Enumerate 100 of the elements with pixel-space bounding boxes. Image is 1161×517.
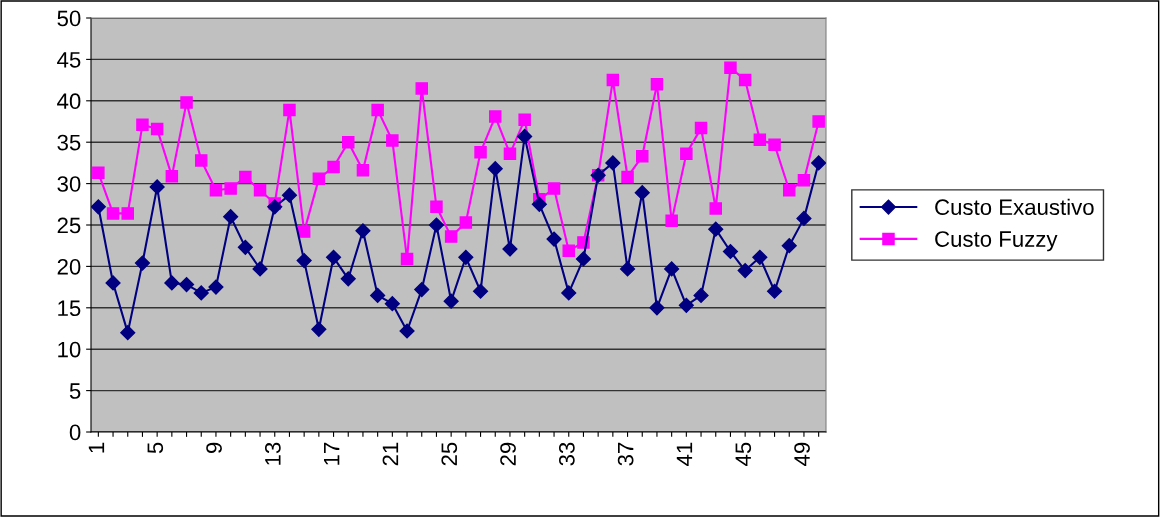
point [136, 118, 149, 132]
point [149, 179, 165, 195]
point [267, 199, 283, 215]
point [546, 231, 562, 247]
point [281, 187, 298, 203]
point [635, 150, 649, 163]
x-tick-label: 9 [206, 442, 222, 454]
x-tick-label: 45 [735, 442, 752, 466]
y-tick-label: 40 [57, 93, 81, 110]
point [92, 166, 105, 180]
point [311, 321, 327, 337]
point [209, 183, 223, 197]
point [150, 122, 164, 136]
y-tick-label: 10 [58, 341, 81, 358]
point [458, 249, 474, 265]
point [312, 172, 326, 185]
point [737, 262, 753, 279]
point [428, 217, 445, 233]
point [325, 249, 342, 265]
x-tick-label: 25 [441, 442, 458, 466]
point [782, 183, 796, 197]
legend-label: Custo Exaustivo [935, 198, 1094, 216]
point [678, 297, 694, 313]
point [781, 238, 797, 254]
point [487, 161, 503, 177]
point [605, 155, 621, 171]
point [283, 103, 296, 117]
point [355, 223, 371, 239]
point [178, 277, 195, 293]
point [459, 216, 473, 229]
y-tick-label: 50 [57, 10, 81, 27]
point [223, 209, 239, 225]
y-tick-label: 25 [57, 217, 81, 234]
point [341, 135, 355, 149]
point [811, 155, 826, 171]
point [547, 182, 561, 195]
point [562, 244, 576, 257]
point [414, 282, 430, 298]
point [619, 261, 636, 277]
point [503, 147, 517, 161]
point [180, 96, 193, 109]
point [444, 230, 458, 243]
y-tick-label: 20 [57, 258, 81, 275]
point [517, 128, 533, 144]
point [709, 202, 723, 215]
point [165, 169, 179, 183]
point [297, 225, 311, 238]
point [722, 243, 739, 260]
y-tick-label: 30 [57, 176, 81, 192]
point [694, 121, 708, 135]
x-tick-label: 13 [264, 442, 281, 465]
point [386, 134, 399, 147]
point [340, 271, 356, 287]
point [415, 82, 429, 95]
y-tick-label: 45 [57, 52, 81, 68]
x-tick-label: 17 [324, 442, 340, 465]
point [634, 185, 650, 201]
point [208, 279, 224, 295]
point [474, 145, 487, 159]
point [430, 200, 443, 214]
x-tick-label: 41 [676, 442, 693, 466]
point [105, 275, 121, 291]
point [472, 283, 489, 299]
point [649, 300, 665, 316]
x-tick-label: 29 [500, 442, 516, 466]
point [797, 174, 811, 187]
x-tick-label: 49 [794, 442, 810, 466]
point [766, 283, 783, 299]
point [768, 138, 781, 151]
point [680, 147, 693, 161]
point [399, 323, 415, 339]
point [812, 115, 825, 128]
point [752, 249, 768, 265]
point [384, 296, 400, 312]
point [237, 239, 253, 255]
point [121, 207, 135, 220]
point [134, 255, 151, 271]
point [443, 293, 459, 309]
point [693, 287, 709, 303]
x-tick-label: 21 [382, 442, 399, 466]
point [621, 170, 634, 184]
point [120, 325, 136, 341]
point [224, 182, 237, 195]
point [371, 103, 384, 117]
point [650, 77, 664, 91]
y-tick-label: 0 [69, 424, 81, 441]
point [561, 285, 577, 301]
x-tick-label: 1 [88, 442, 105, 453]
point [253, 183, 267, 197]
point [738, 73, 752, 87]
point [164, 275, 180, 291]
y-tick-label: 35 [57, 134, 81, 151]
point [531, 196, 547, 212]
point [518, 113, 531, 127]
point [708, 221, 724, 237]
point [796, 210, 812, 226]
point [327, 160, 340, 174]
legend-label: Custo Fuzzy [935, 231, 1058, 252]
point [91, 199, 106, 215]
point [753, 133, 767, 146]
